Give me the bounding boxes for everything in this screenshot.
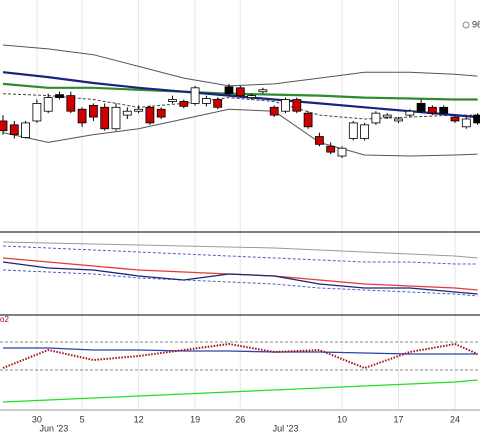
candle-body — [269, 106, 279, 116]
candle-body — [461, 118, 471, 128]
x-tick-label: 10 — [337, 414, 347, 424]
candle-body — [235, 87, 245, 97]
candle-body — [314, 136, 324, 145]
x-tick-label: 30 — [32, 414, 42, 424]
candle-body — [281, 99, 290, 112]
corner-label: 96 — [472, 19, 480, 29]
candle-body — [348, 122, 358, 139]
indicator-line — [2, 343, 479, 369]
indicator-line — [3, 347, 478, 355]
candle-body — [213, 99, 223, 108]
candle-body — [360, 124, 370, 139]
candle-body — [201, 98, 211, 104]
month-label: Jul '23 — [273, 423, 299, 433]
panel-label: o2 — [0, 315, 9, 324]
candle-body — [190, 87, 200, 104]
candle-body — [326, 145, 336, 153]
candle-body — [156, 108, 166, 118]
candle-body — [416, 103, 426, 112]
corner-icon — [462, 21, 470, 29]
candle-body — [371, 112, 381, 124]
candle-body — [32, 103, 42, 122]
candle-body — [179, 101, 189, 107]
x-tick-label: 19 — [190, 414, 200, 424]
candle-body — [9, 124, 19, 135]
candle-body — [122, 110, 132, 116]
candle-body — [21, 122, 31, 138]
indicator-line — [2, 269, 478, 297]
x-tick-label: 12 — [134, 414, 144, 424]
candle-body — [382, 114, 392, 118]
candle-body — [394, 118, 403, 122]
x-tick-label: 26 — [235, 414, 245, 424]
candle-body — [0, 120, 8, 132]
x-tick-label: 24 — [450, 414, 460, 424]
candle-body — [224, 86, 234, 95]
candle-body — [405, 110, 415, 116]
candle-body — [43, 97, 53, 112]
candle-body — [337, 147, 347, 157]
candle-body — [303, 112, 313, 128]
candle-body — [111, 106, 121, 130]
indicator-line — [2, 261, 478, 295]
x-tick-label: 5 — [80, 414, 85, 424]
candle-body — [66, 95, 76, 112]
candle-body — [427, 106, 437, 114]
indicator-line — [2, 108, 478, 157]
candle-body — [134, 108, 144, 112]
indicator-line — [2, 241, 478, 259]
x-tick-label: 17 — [393, 414, 403, 424]
candle-body — [89, 104, 98, 118]
candle-body — [450, 116, 460, 122]
candle-body — [77, 108, 87, 124]
candle-body — [168, 99, 177, 102]
indicator-line — [2, 379, 478, 403]
indicator-line — [2, 245, 478, 265]
candle-body — [55, 94, 64, 98]
candle-body — [145, 106, 155, 124]
month-label: Jun '23 — [39, 423, 68, 433]
candle-body — [258, 89, 268, 93]
candle-body — [473, 114, 480, 124]
candle-body — [292, 99, 302, 112]
candle-body — [247, 95, 257, 98]
candle-body — [100, 106, 110, 130]
indicator-line — [2, 44, 478, 87]
candle-body — [439, 106, 449, 114]
indicator-line — [2, 93, 478, 120]
